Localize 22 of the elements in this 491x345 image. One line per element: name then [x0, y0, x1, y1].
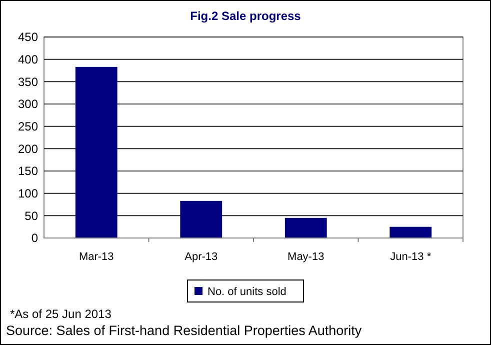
y-tick-label: 350 [18, 74, 38, 89]
bar [75, 66, 118, 238]
y-tick-label: 450 [18, 30, 38, 44]
x-tick-label: Apr-13 [184, 251, 218, 263]
text: *As of 25 Jun 2013 [10, 307, 112, 321]
bar [390, 226, 432, 238]
bar [284, 218, 327, 238]
source-note: Source: Sales of First-hand Residential Properties Authority [6, 323, 362, 338]
x-tick-label: Mar-13 [78, 251, 114, 263]
y-tick-label: 150 [18, 164, 38, 178]
y-tick-label: 200 [18, 142, 38, 156]
bar [180, 200, 222, 238]
y-tick-label: 50 [24, 208, 38, 223]
y-tick-label: 250 [18, 120, 38, 134]
y-tick-label: 100 [18, 186, 38, 201]
legend-label: No. of units sold [208, 286, 286, 298]
y-tick-label: 300 [18, 97, 38, 112]
y-tick-label: 400 [18, 52, 38, 67]
y-tick-label: 0 [31, 231, 38, 246]
x-tick-label: May-13 [288, 251, 324, 263]
x-tick-label: Jun-13 * [390, 251, 432, 263]
chart-title: Fig.2 Sale progress [190, 9, 302, 23]
